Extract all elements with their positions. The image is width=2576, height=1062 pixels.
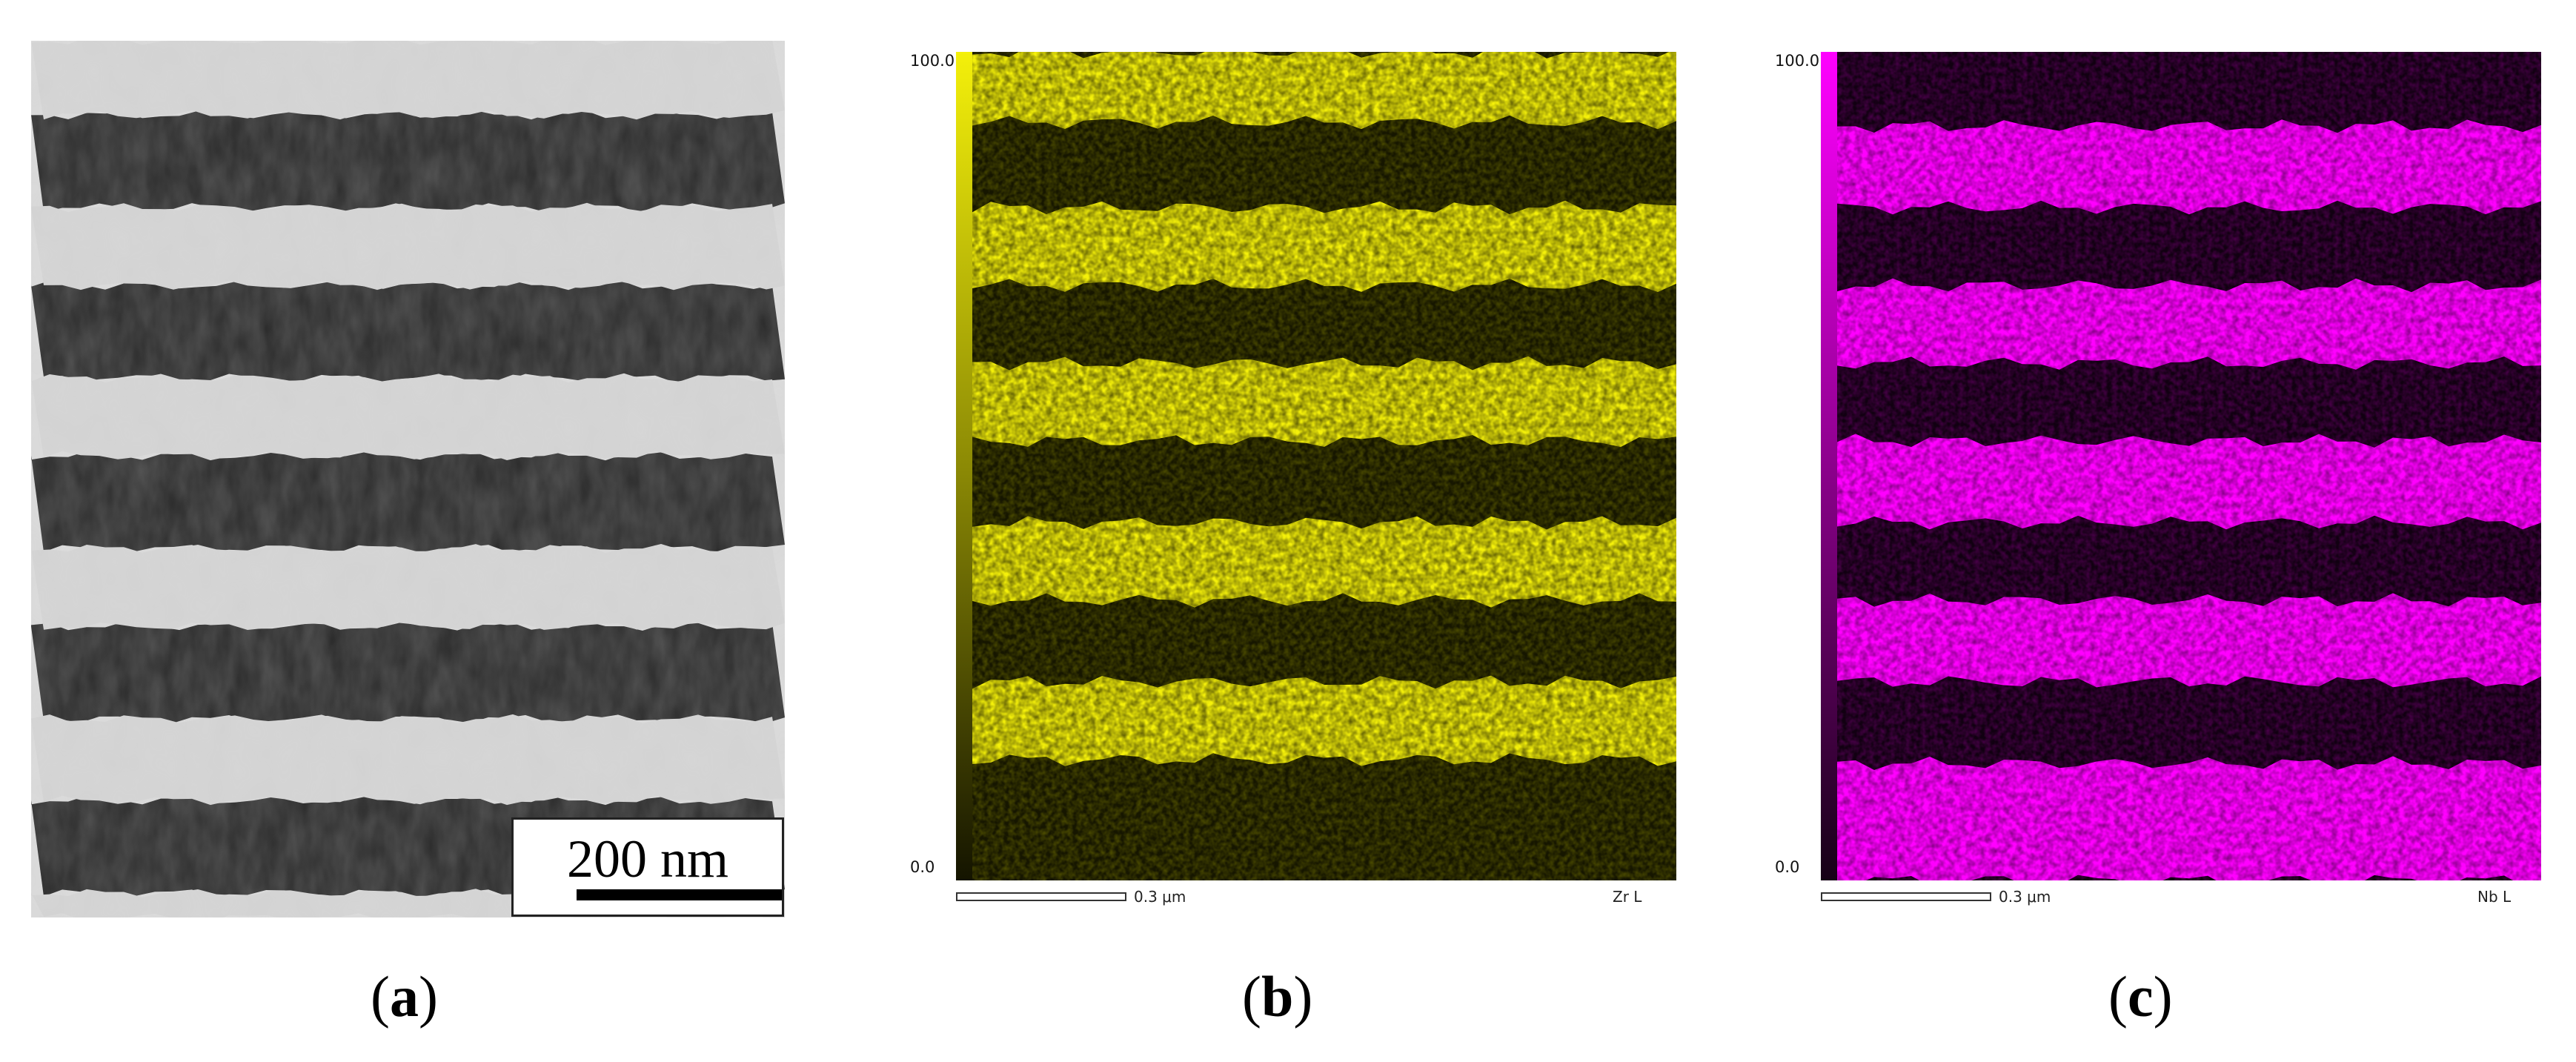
- tem-micrograph: 200 nm: [31, 41, 785, 917]
- element-label-nb: Nb L: [2477, 888, 2512, 906]
- nb-rich-layer-speckle: [1837, 593, 2541, 688]
- eds-scale-bar-zr: [956, 892, 1126, 901]
- element-label-zr: Zr L: [1613, 888, 1642, 906]
- colorbar-min-label: 0.0: [1775, 858, 1800, 876]
- zr-rich-layer-speckle: [972, 516, 1676, 608]
- zr-rich-layer-speckle: [972, 675, 1676, 766]
- eds-map-nb: [1837, 52, 2541, 880]
- colorbar-max-label: 100.0: [910, 52, 955, 70]
- tem-scale-bar-line: [577, 889, 782, 900]
- nb-rich-layer-speckle: [1837, 434, 2541, 530]
- colorbar-zr: [956, 52, 972, 880]
- tem-layer-stack: [31, 41, 785, 917]
- caption-c: (c): [2108, 964, 2173, 1029]
- nb-rich-layer-speckle: [1837, 278, 2541, 370]
- zr-rich-layer-speckle: [972, 200, 1676, 292]
- eds-map-zr: [972, 52, 1676, 880]
- eds-map-zr-panel: 100.0 0.0 0.3 μm Zr L: [910, 44, 1688, 919]
- colorbar-min-label: 0.0: [910, 858, 935, 876]
- caption-c-letter: c: [2127, 964, 2154, 1029]
- caption-b-letter: b: [1261, 964, 1294, 1029]
- nb-rich-layer-speckle: [1837, 119, 2541, 215]
- zr-rich-layer-speckle: [972, 356, 1676, 448]
- caption-a: (a): [371, 964, 438, 1029]
- caption-b: (b): [1242, 964, 1313, 1029]
- zr-rich-layer-speckle: [972, 52, 1676, 130]
- tem-scale-bar-label: 200 nm: [566, 829, 728, 889]
- colorbar-max-label: 100.0: [1775, 52, 1820, 70]
- eds-scale-bar-label-zr: 0.3 μm: [1134, 888, 1186, 906]
- nb-rich-layer-speckle: [1837, 756, 2541, 880]
- eds-scale-bar-nb: [1821, 892, 1991, 901]
- eds-scale-bar-label-nb: 0.3 μm: [1999, 888, 2051, 906]
- colorbar-nb: [1821, 52, 1837, 880]
- tem-scale-bar: 200 nm: [511, 817, 784, 917]
- eds-map-nb-panel: 100.0 0.0 0.3 μm Nb L: [1775, 44, 2553, 919]
- caption-a-letter: a: [389, 964, 419, 1029]
